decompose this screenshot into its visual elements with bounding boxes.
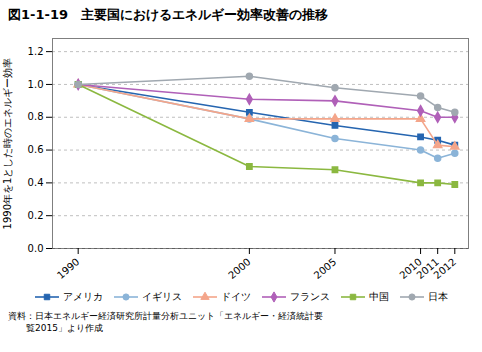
svg-text:1.0: 1.0: [28, 79, 44, 90]
html-text:資料：日本エネルギー経済研究所計量分析ユニット「エネルギー・: 資料：日本エネルギー経済研究所計量分析ユニット「エネルギー・経済統計要 覧201…: [8, 311, 323, 333]
html-text:ドイツ: ドイツ: [221, 291, 251, 302]
svg-text:1.2: 1.2: [28, 46, 44, 57]
svg-text:1990年を1とした時のエネルギー効率: 1990年を1とした時のエネルギー効率: [2, 58, 13, 230]
svg-text:1990: 1990: [55, 256, 82, 281]
svg-text:0.6: 0.6: [28, 144, 44, 155]
svg-text:2005: 2005: [312, 256, 339, 281]
svg-text:2000: 2000: [226, 256, 253, 281]
html-text:日本: 日本: [428, 291, 448, 302]
svg-text:2012: 2012: [432, 256, 459, 281]
svg-text:2011: 2011: [414, 256, 441, 281]
html-text:中国: 中国: [369, 291, 389, 302]
html-text:フランス: フランス: [290, 291, 330, 302]
svg-text:0.2: 0.2: [28, 210, 44, 221]
html-text:図1-1-19 主要国におけるエネルギー効率改善の推移: 図1-1-19 主要国におけるエネルギー効率改善の推移: [8, 7, 328, 22]
svg-text:2010: 2010: [397, 256, 424, 281]
html-text:イギリス: イギリス: [142, 291, 182, 302]
svg-text:0.4: 0.4: [28, 177, 44, 188]
svg-text:0.0: 0.0: [28, 243, 44, 254]
svg-text:0.8: 0.8: [28, 111, 44, 122]
html-text:アメリカ: アメリカ: [63, 291, 103, 302]
